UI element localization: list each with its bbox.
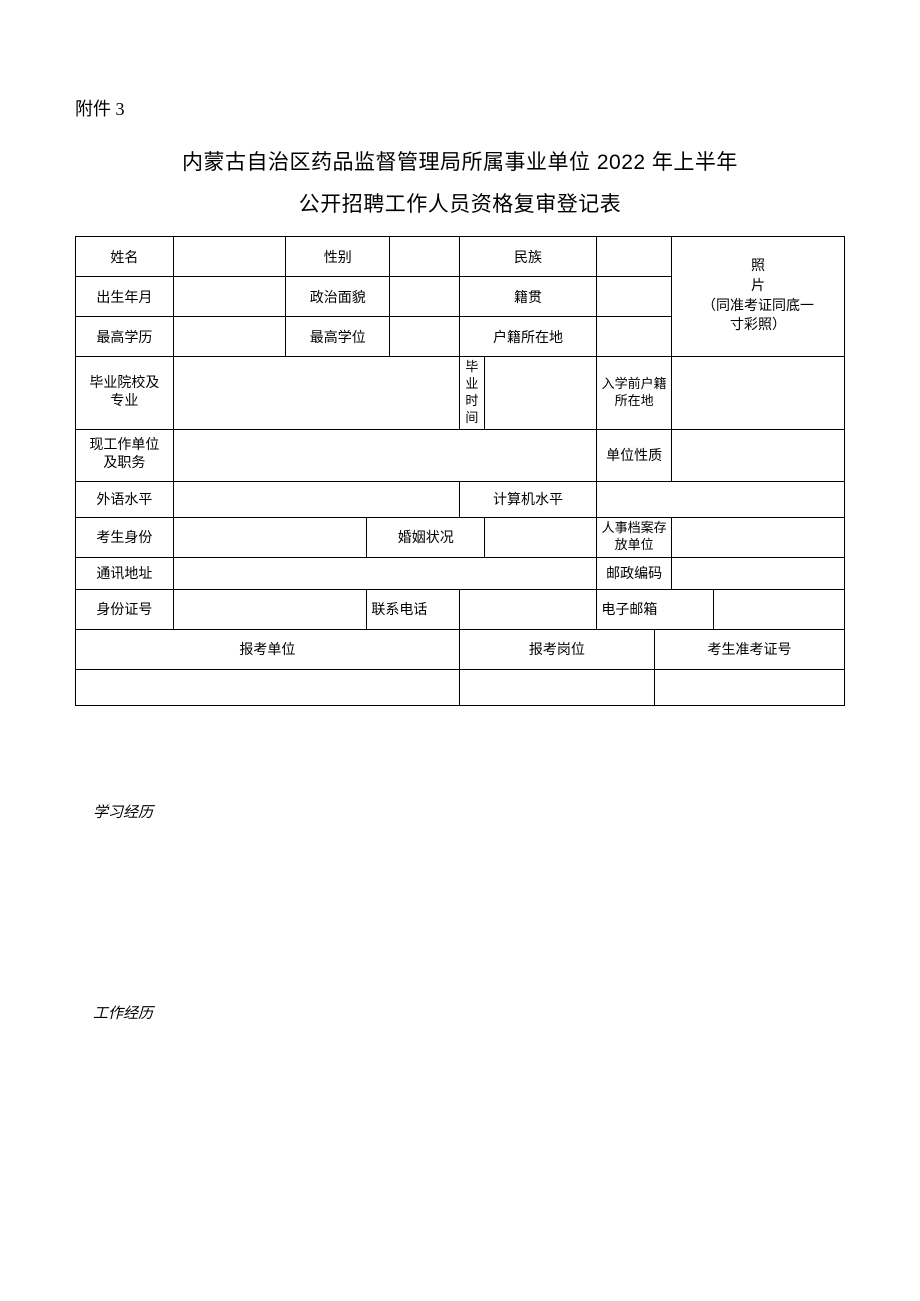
field-candidate-identity [173,517,367,557]
field-graduation-time [485,357,597,430]
field-school-major [173,357,459,430]
field-postal-code [671,557,844,589]
label-gender: 性别 [285,237,390,277]
field-pre-enrollment-household [671,357,844,430]
label-school-major-l1: 毕业院校及 [89,376,159,391]
label-current-work-unit-l1: 现工作单位 [89,438,159,453]
label-foreign-language: 外语水平 [76,481,174,517]
label-postal-code: 邮政编码 [597,557,672,589]
label-personnel-file-unit: 人事档案存 放单位 [597,517,672,557]
label-pre-enrollment-household-l2: 所在地 [615,393,654,408]
label-graduation-time-l1: 毕 业 [465,359,478,391]
label-current-work-unit-l2: 及职务 [103,456,145,471]
work-history-label: 工作经历 [93,1002,845,1023]
label-personnel-file-unit-l1: 人事档案存 [602,520,667,535]
field-unit-nature [671,429,844,481]
registration-form-table: 姓名 性别 民族 照 片 （同准考证同底一 寸彩照） 出生年月 政治面貌 籍贯 … [75,236,845,706]
field-native-place [597,277,672,317]
field-marital-status [485,517,597,557]
label-highest-degree: 最高学位 [285,317,390,357]
photo-label-4: 寸彩照） [730,318,786,333]
label-ethnicity: 民族 [459,237,597,277]
photo-box: 照 片 （同准考证同底一 寸彩照） [671,237,844,357]
field-highest-education [173,317,285,357]
photo-label-1: 照 [751,259,765,274]
label-pre-enrollment-household: 入学前户籍 所在地 [597,357,672,430]
field-name [173,237,285,277]
label-current-work-unit: 现工作单位 及职务 [76,429,174,481]
title-line-2: 公开招聘工作人员资格复审登记表 [75,188,845,218]
field-applied-position [459,669,654,705]
label-name: 姓名 [76,237,174,277]
label-native-place: 籍贯 [459,277,597,317]
field-applied-unit [76,669,460,705]
label-household-location: 户籍所在地 [459,317,597,357]
label-computer-level: 计算机水平 [459,481,597,517]
label-contact-phone: 联系电话 [367,589,459,629]
label-graduation-time: 毕 业 时间 [459,357,484,430]
label-personnel-file-unit-l2: 放单位 [615,537,654,552]
field-contact-phone [459,589,597,629]
label-marital-status: 婚姻状况 [367,517,485,557]
label-mailing-address: 通讯地址 [76,557,174,589]
field-household-location [597,317,672,357]
field-email [714,589,845,629]
field-current-work-unit [173,429,597,481]
attachment-label: 附件 3 [75,95,845,121]
field-highest-degree [390,317,459,357]
study-history-label: 学习经历 [93,801,845,822]
label-graduation-time-l2: 时间 [465,393,478,425]
field-birth-date [173,277,285,317]
label-applied-position: 报考岗位 [459,629,654,669]
field-gender [390,237,459,277]
field-computer-level [597,481,845,517]
label-school-major: 毕业院校及 专业 [76,357,174,430]
photo-label-2: 片 [751,279,765,294]
label-email: 电子邮箱 [597,589,714,629]
title-line-1: 内蒙古自治区药品监督管理局所属事业单位 2022 年上半年 [75,146,845,176]
label-highest-education: 最高学历 [76,317,174,357]
field-ethnicity [597,237,672,277]
label-candidate-identity: 考生身份 [76,517,174,557]
label-unit-nature: 单位性质 [597,429,672,481]
photo-label-3: （同准考证同底一 [702,299,814,314]
label-admission-ticket: 考生准考证号 [655,629,845,669]
label-id-number: 身份证号 [76,589,174,629]
field-mailing-address [173,557,597,589]
label-political-status: 政治面貌 [285,277,390,317]
field-personnel-file-unit [671,517,844,557]
field-admission-ticket [655,669,845,705]
label-applied-unit: 报考单位 [76,629,460,669]
field-foreign-language [173,481,459,517]
field-id-number [173,589,367,629]
label-birth-date: 出生年月 [76,277,174,317]
field-political-status [390,277,459,317]
label-school-major-l2: 专业 [110,394,138,409]
label-pre-enrollment-household-l1: 入学前户籍 [602,376,667,391]
